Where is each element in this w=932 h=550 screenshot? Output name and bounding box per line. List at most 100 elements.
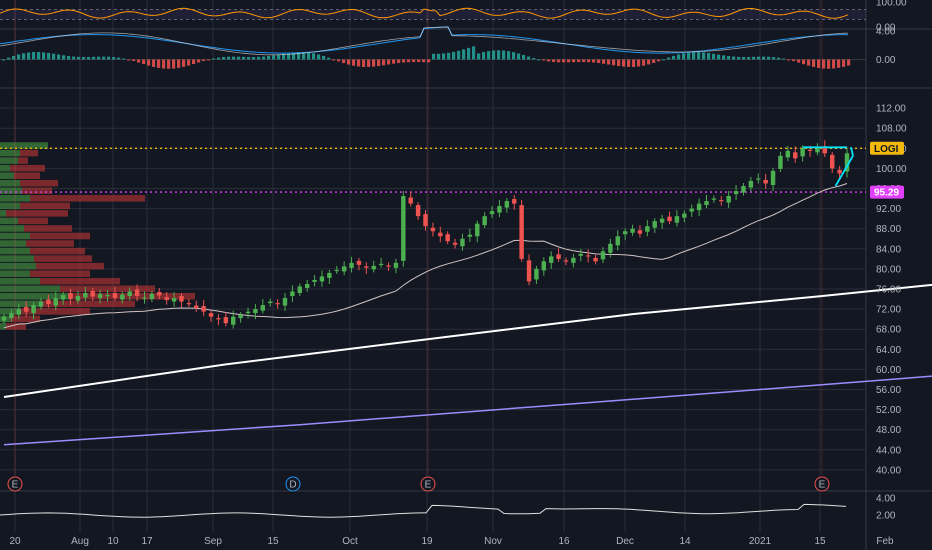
candle-body[interactable] [356,260,362,265]
candle-body[interactable] [319,276,325,282]
candle-body[interactable] [341,266,347,272]
candle-body[interactable] [149,294,155,300]
candle-body[interactable] [430,227,436,232]
candle-body[interactable] [371,265,376,270]
candles[interactable] [1,140,850,329]
candle-body[interactable] [31,305,36,314]
candle-body[interactable] [97,294,103,299]
candle-body[interactable] [689,208,694,212]
candle-body[interactable] [534,268,539,280]
candle-body[interactable] [186,303,192,305]
trendline-connector[interactable] [850,147,854,157]
candle-body[interactable] [53,298,58,306]
candle-body[interactable] [231,316,236,325]
candle-body[interactable] [763,179,768,184]
candle-body[interactable] [171,298,177,302]
candle-body[interactable] [83,293,88,298]
candle-body[interactable] [408,197,413,204]
candle-body[interactable] [475,223,480,237]
candle-body[interactable] [652,221,657,228]
candle-body[interactable] [682,213,687,218]
candle-body[interactable] [238,315,243,319]
candle-body[interactable] [467,234,473,237]
candle-body[interactable] [9,313,14,319]
candle-body[interactable] [674,216,680,223]
candle-body[interactable] [519,205,524,259]
candle-body[interactable] [245,311,251,314]
event-marker[interactable] [7,476,23,492]
candle-body[interactable] [334,269,339,272]
candle-body[interactable] [630,228,635,233]
candle-body[interactable] [741,185,746,193]
candle-body[interactable] [726,196,731,203]
candle-body[interactable] [608,243,613,253]
candle-body[interactable] [68,293,73,300]
candle-body[interactable] [297,286,303,294]
candle-body[interactable] [460,238,465,247]
candle-body[interactable] [489,211,495,215]
candle-body[interactable] [512,199,517,204]
candle-body[interactable] [748,180,754,188]
candle-body[interactable] [60,295,66,300]
candle-body[interactable] [253,309,258,314]
candle-body[interactable] [415,205,421,217]
candle-body[interactable] [571,257,576,263]
candle-body[interactable] [719,200,724,202]
candle-body[interactable] [778,155,783,169]
candle-body[interactable] [38,301,44,307]
candle-body[interactable] [216,318,221,320]
candle-body[interactable] [637,230,643,234]
candle-body[interactable] [622,231,628,235]
candle-body[interactable] [667,216,672,222]
candle-body[interactable] [260,305,266,311]
candle-body[interactable] [807,149,813,152]
candle-body[interactable] [282,298,288,306]
candle-body[interactable] [378,263,384,266]
candle-body[interactable] [541,261,547,271]
candle-body[interactable] [829,154,835,169]
candle-body[interactable] [364,266,369,268]
candle-body[interactable] [438,232,443,237]
candle-body[interactable] [134,289,140,297]
candle-body[interactable] [1,316,7,321]
event-marker[interactable] [285,476,301,492]
candle-body[interactable] [844,153,850,172]
candle-body[interactable] [548,256,554,263]
candle-body[interactable] [704,201,709,206]
candle-body[interactable] [120,294,125,300]
candle-body[interactable] [112,293,118,299]
candle-body[interactable] [733,191,739,195]
candle-body[interactable] [16,309,22,315]
candle-body[interactable] [386,265,391,267]
candle-body[interactable] [75,296,81,301]
candle-body[interactable] [452,242,458,245]
candle-body[interactable] [393,262,399,268]
candle-body[interactable] [822,146,828,154]
candle-body[interactable] [445,234,450,242]
candle-body[interactable] [164,297,169,301]
candle-body[interactable] [312,279,317,282]
candle-body[interactable] [401,196,406,261]
event-marker[interactable] [420,476,436,492]
event-marker[interactable] [814,476,830,492]
candle-body[interactable] [526,260,532,282]
candle-body[interactable] [815,148,820,153]
candle-body[interactable] [593,257,598,262]
candle-body[interactable] [600,251,606,260]
candle-body[interactable] [800,148,805,157]
candle-body[interactable] [142,297,147,299]
candle-body[interactable] [711,198,717,200]
candle-body[interactable] [304,283,310,288]
candle-body[interactable] [563,260,569,262]
candle-body[interactable] [659,218,665,223]
candle-body[interactable] [615,236,620,246]
candle-body[interactable] [267,301,273,304]
candle-body[interactable] [290,291,295,297]
candle-body[interactable] [585,255,591,257]
drawings[interactable] [802,146,854,187]
candle-body[interactable] [90,291,95,297]
candle-body[interactable] [157,292,162,296]
candle-body[interactable] [46,299,51,305]
candle-body[interactable] [349,262,354,268]
